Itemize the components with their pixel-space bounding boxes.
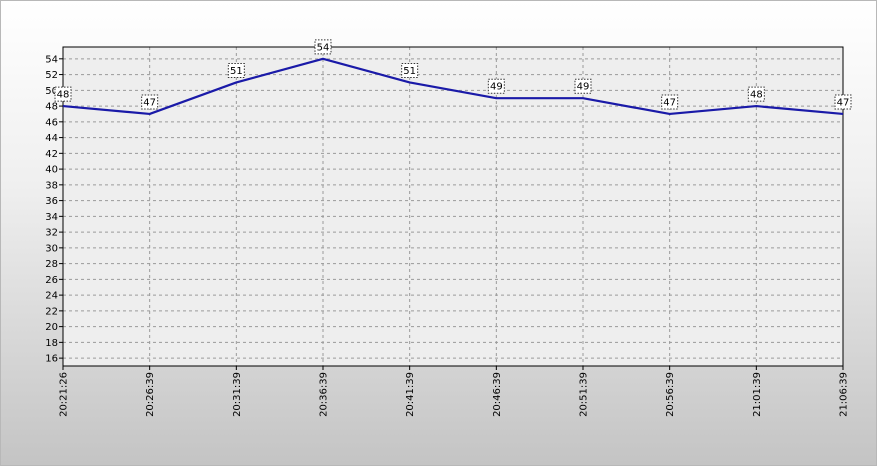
plot-area xyxy=(63,47,843,366)
y-tick-label: 28 xyxy=(45,259,58,270)
data-label-box xyxy=(747,86,765,102)
x-tick-label: 20:31:39 xyxy=(232,372,243,417)
data-label-box xyxy=(661,94,679,110)
y-tick-label: 20 xyxy=(45,322,58,333)
data-label-box xyxy=(834,94,852,110)
data-label: 51 xyxy=(227,62,245,78)
x-tick-label: 20:51:39 xyxy=(579,372,590,417)
y-tick-label: 22 xyxy=(45,306,58,317)
y-tick-label: 24 xyxy=(45,291,58,302)
x-tick-label: 20:56:39 xyxy=(665,372,676,417)
y-tick-label: 34 xyxy=(45,212,58,223)
data-label: 47 xyxy=(141,94,159,110)
y-tick-label: 32 xyxy=(45,228,58,239)
data-label-text: 47 xyxy=(837,97,850,108)
data-label-text: 48 xyxy=(750,90,763,101)
y-tick-label: 48 xyxy=(45,102,58,113)
data-label-text: 47 xyxy=(663,97,676,108)
data-label-text: 48 xyxy=(57,90,70,101)
y-tick-label: 18 xyxy=(45,338,58,349)
data-label-text: 49 xyxy=(577,82,590,93)
data-label: 51 xyxy=(401,62,419,78)
data-label: 48 xyxy=(747,86,765,102)
data-label-box xyxy=(314,39,332,55)
data-label: 54 xyxy=(314,39,332,55)
data-label: 47 xyxy=(834,94,852,110)
data-label-box xyxy=(141,94,159,110)
data-label-text: 51 xyxy=(403,66,416,77)
data-label: 49 xyxy=(574,78,592,94)
x-tick-label: 21:06:39 xyxy=(839,372,850,417)
y-tick-label: 52 xyxy=(45,70,58,81)
data-label: 47 xyxy=(661,94,679,110)
y-tick-label: 30 xyxy=(45,243,58,254)
data-label-box xyxy=(401,62,419,78)
x-tick-label: 21:01:39 xyxy=(752,372,763,417)
y-tick-label: 44 xyxy=(45,133,58,144)
series-line xyxy=(62,57,844,116)
x-tick-label: 20:26:39 xyxy=(145,372,156,417)
data-label-box xyxy=(487,78,505,94)
y-tick-label: 54 xyxy=(45,54,58,65)
data-label-text: 47 xyxy=(143,97,156,108)
data-label: 48 xyxy=(54,86,72,102)
y-tick-label: 42 xyxy=(45,149,58,160)
y-tick-label: 26 xyxy=(45,275,58,286)
data-label: 49 xyxy=(487,78,505,94)
plot-border xyxy=(62,46,844,367)
data-label-text: 54 xyxy=(317,42,330,53)
data-label-text: 49 xyxy=(490,82,503,93)
y-tick-label: 46 xyxy=(45,117,58,128)
y-tick-label: 50 xyxy=(45,86,58,97)
data-label-box xyxy=(574,78,592,94)
y-tick-label: 36 xyxy=(45,196,58,207)
data-label-text: 51 xyxy=(230,66,243,77)
x-tick-label: 20:41:39 xyxy=(405,372,416,417)
x-tick-label: 20:46:39 xyxy=(492,372,503,417)
data-label-box xyxy=(227,62,245,78)
y-tick-label: 40 xyxy=(45,165,58,176)
x-tick-label: 20:36:39 xyxy=(319,372,330,417)
y-tick-label: 38 xyxy=(45,180,58,191)
x-tick-label: 20:21:26 xyxy=(59,372,70,417)
data-label-box xyxy=(54,86,72,102)
y-tick-label: 16 xyxy=(45,354,58,365)
